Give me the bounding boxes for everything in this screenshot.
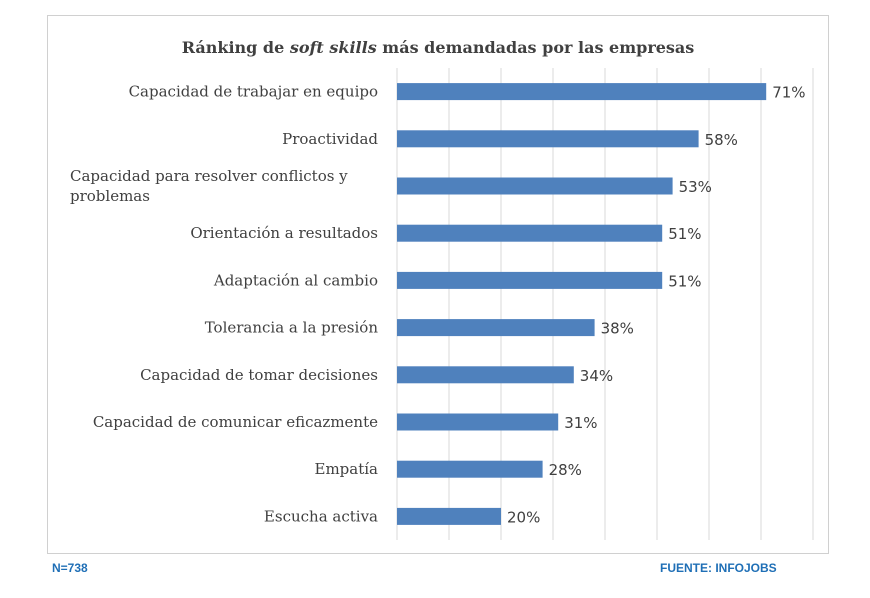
data-label: 34% [580, 367, 613, 385]
bar [397, 130, 699, 148]
sample-size-note: N=738 [52, 561, 88, 575]
bar [397, 460, 543, 478]
data-label: 51% [668, 225, 701, 243]
bar [397, 271, 663, 289]
category-label: Adaptación al cambio [213, 271, 378, 289]
category-label: Capacidad de trabajar en equipo [129, 83, 378, 101]
bar [397, 177, 673, 195]
category-label: Capacidad de comunicar eficazmente [93, 413, 378, 431]
bar [397, 413, 559, 431]
data-label: 31% [564, 414, 597, 432]
bar [397, 319, 595, 337]
category-label: Empatía [315, 460, 379, 478]
bar [397, 366, 574, 384]
data-label: 53% [679, 178, 712, 196]
chart-title: Ránking de soft skills más demandadas po… [181, 38, 695, 57]
data-label: 28% [549, 461, 582, 479]
data-label: 71% [772, 84, 805, 102]
category-label: Capacidad de tomar decisiones [140, 366, 378, 384]
category-label: Orientación a resultados [190, 224, 378, 242]
category-label: Escucha activa [264, 507, 378, 525]
category-label: Tolerancia a la presión [205, 319, 379, 337]
data-label: 38% [601, 320, 634, 338]
bar [397, 83, 767, 101]
source-note: FUENTE: INFOJOBS [660, 561, 777, 575]
bar [397, 507, 501, 525]
category-label: Capacidad para resolver conflictos y prob… [70, 167, 348, 205]
data-label: 20% [507, 508, 540, 526]
data-label: 58% [705, 131, 738, 149]
bar [397, 224, 663, 242]
data-label: 51% [668, 272, 701, 290]
category-label: Proactividad [282, 130, 378, 148]
